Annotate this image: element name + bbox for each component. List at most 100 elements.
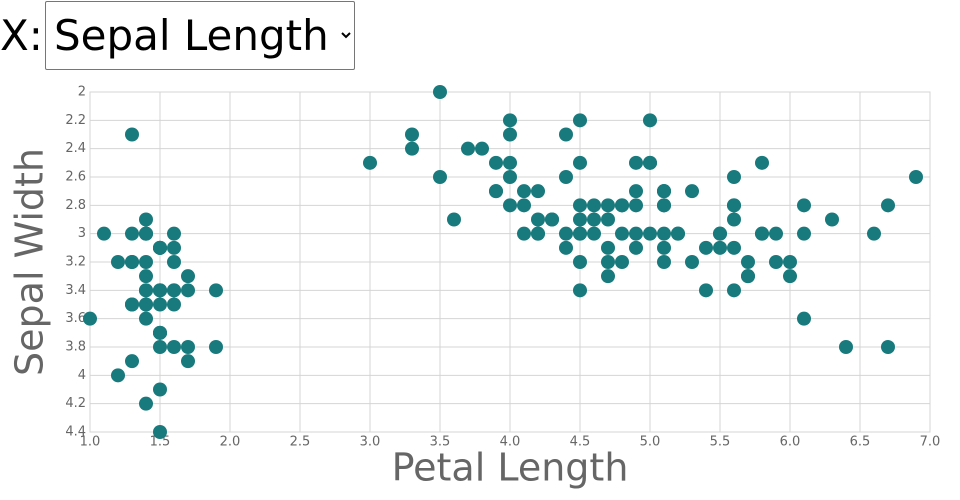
point xyxy=(125,255,139,269)
point xyxy=(657,184,671,199)
point xyxy=(167,297,181,312)
point xyxy=(545,212,559,227)
point xyxy=(629,184,643,199)
point xyxy=(783,255,797,269)
point xyxy=(433,85,447,99)
point xyxy=(167,340,181,354)
point xyxy=(685,255,699,269)
point xyxy=(153,340,167,354)
point xyxy=(209,283,223,298)
point xyxy=(517,198,531,213)
point xyxy=(531,184,545,199)
x-tick-label: 4.0 xyxy=(500,435,521,450)
point xyxy=(629,226,643,241)
y-tick-label: 2.2 xyxy=(65,113,86,128)
point xyxy=(615,255,629,269)
y-tick-label: 3.8 xyxy=(65,340,86,355)
point xyxy=(657,198,671,213)
point xyxy=(629,155,643,170)
point xyxy=(139,297,153,312)
point xyxy=(139,212,153,227)
x-tick-label: 3.5 xyxy=(430,435,451,450)
point xyxy=(685,184,699,199)
point xyxy=(139,269,153,284)
point xyxy=(587,198,601,213)
point xyxy=(825,212,839,227)
point xyxy=(517,184,531,199)
point xyxy=(209,340,223,354)
point xyxy=(503,198,517,213)
point xyxy=(405,127,419,142)
x-tick-label: 5.5 xyxy=(710,435,731,450)
x-tick-label: 1.5 xyxy=(150,435,171,450)
point xyxy=(867,226,881,241)
plot-frame xyxy=(89,91,931,433)
point xyxy=(615,198,629,213)
point xyxy=(601,212,615,227)
point xyxy=(125,226,139,241)
y-tick-label: 3 xyxy=(78,226,86,241)
x-axis-label: Petal Length xyxy=(392,446,629,490)
y-tick-label: 2.6 xyxy=(65,170,86,185)
x-tick-label: 2.0 xyxy=(220,435,241,450)
point xyxy=(573,155,587,170)
x-tick-label: 5.0 xyxy=(640,435,661,450)
point xyxy=(573,198,587,213)
point xyxy=(797,311,811,326)
point xyxy=(447,212,461,227)
point xyxy=(153,425,167,439)
point xyxy=(503,155,517,170)
y-tick-label: 4.2 xyxy=(65,396,86,411)
point xyxy=(755,226,769,241)
point xyxy=(181,354,195,369)
point xyxy=(615,226,629,241)
point xyxy=(755,155,769,170)
point xyxy=(601,198,615,213)
point xyxy=(559,127,573,142)
point xyxy=(489,184,503,199)
point xyxy=(643,113,657,128)
axis-control: X: Sepal Length xyxy=(0,0,355,70)
y-tick-label: 3.2 xyxy=(65,255,86,270)
point xyxy=(559,240,573,255)
point xyxy=(139,283,153,298)
point xyxy=(839,340,853,354)
point xyxy=(699,283,713,298)
point xyxy=(713,226,727,241)
point xyxy=(741,269,755,284)
point xyxy=(153,297,167,312)
point xyxy=(573,113,587,128)
y-tick-label: 3.4 xyxy=(65,283,86,298)
point xyxy=(559,170,573,184)
point xyxy=(573,212,587,227)
point xyxy=(83,311,97,326)
point xyxy=(573,255,587,269)
point xyxy=(587,226,601,241)
point xyxy=(181,269,195,284)
point xyxy=(475,141,489,156)
point xyxy=(531,226,545,241)
point xyxy=(573,283,587,298)
point xyxy=(125,127,139,142)
point xyxy=(531,212,545,227)
point xyxy=(657,226,671,241)
point xyxy=(153,283,167,298)
point xyxy=(559,226,573,241)
y-tick-label: 4.4 xyxy=(65,425,86,440)
point xyxy=(657,240,671,255)
point xyxy=(111,368,125,383)
x-tick-label: 3.0 xyxy=(360,435,381,450)
y-tick-label: 2 xyxy=(78,85,86,100)
point xyxy=(167,240,181,255)
control-label: X: xyxy=(0,10,43,60)
x-select[interactable]: Sepal Length xyxy=(44,0,355,70)
point xyxy=(167,255,181,269)
point xyxy=(601,240,615,255)
x-tick-label: 6.5 xyxy=(850,435,871,450)
point xyxy=(111,255,125,269)
point xyxy=(657,255,671,269)
point xyxy=(643,155,657,170)
y-tick-label: 2.4 xyxy=(65,141,86,156)
